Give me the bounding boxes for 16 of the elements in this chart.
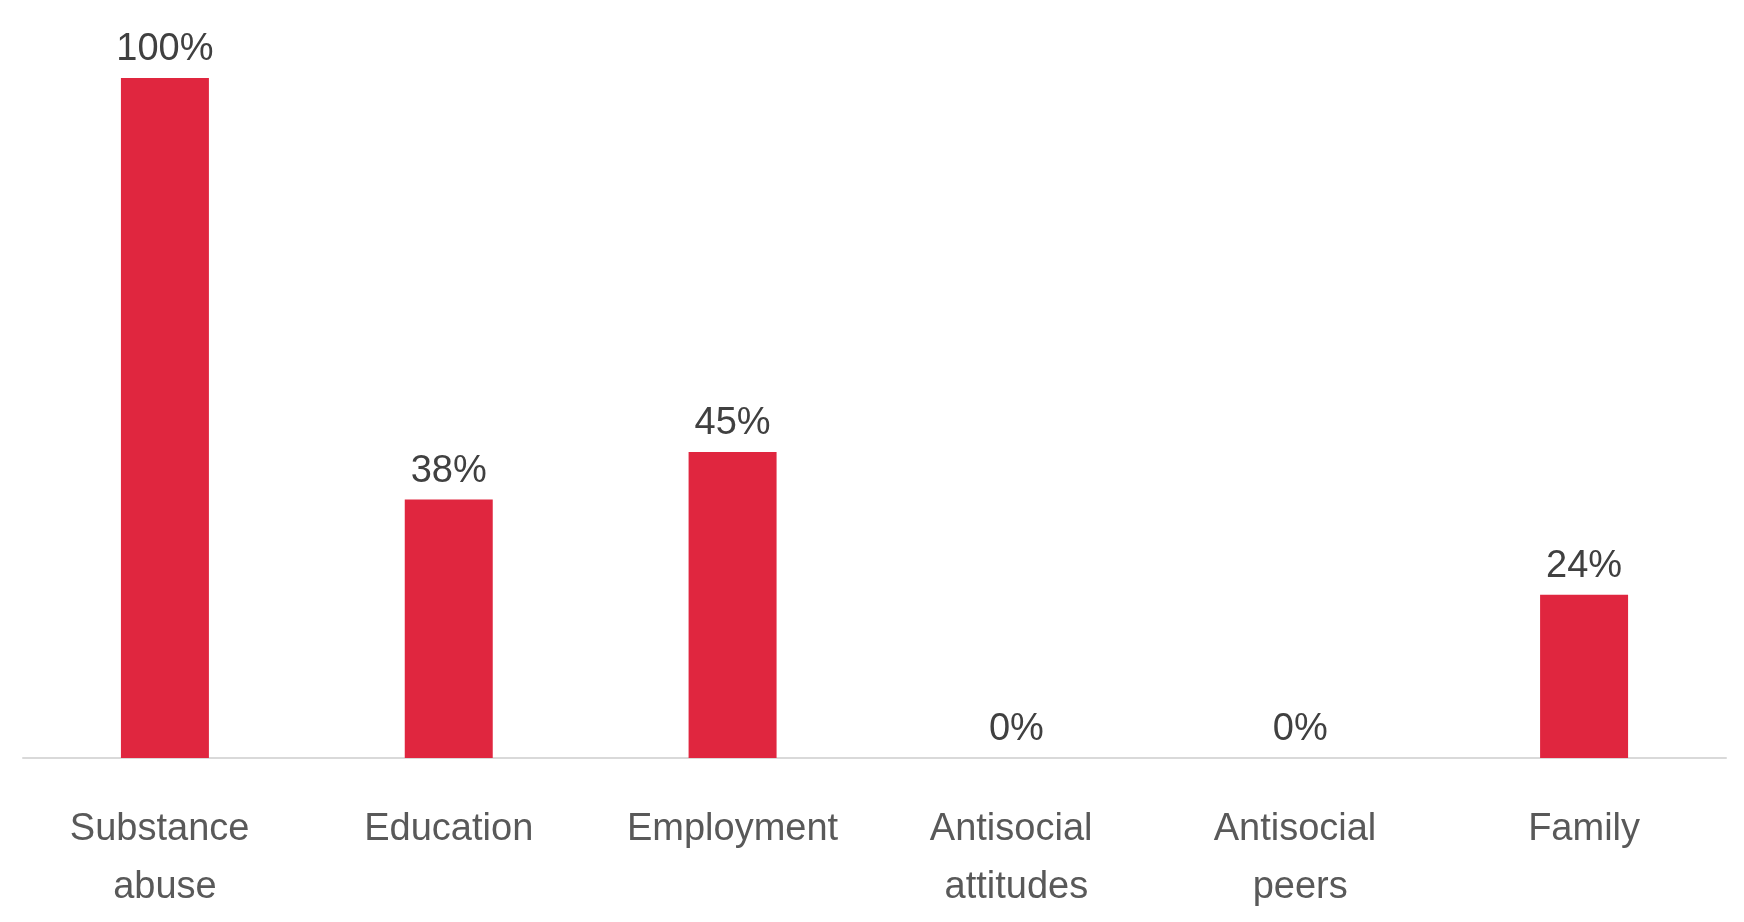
x-tick-label: Employment <box>626 806 839 848</box>
bar <box>688 452 777 758</box>
x-tick-label: Antisocial peers <box>1213 806 1387 906</box>
data-label: 100% <box>116 26 214 68</box>
bar <box>1540 594 1629 758</box>
x-tick-label: Antisocial attitudes <box>929 806 1104 906</box>
x-tick-label: Family <box>1528 806 1641 848</box>
data-label: 45% <box>694 400 771 442</box>
data-label: 24% <box>1546 542 1623 585</box>
bar <box>404 499 493 758</box>
data-label: 0% <box>988 706 1044 748</box>
bar <box>120 78 209 758</box>
x-tick-label: Substance abuse <box>69 806 260 906</box>
data-label: 0% <box>1272 706 1328 748</box>
data-label: 38% <box>410 447 487 490</box>
x-tick-label: Education <box>364 806 534 848</box>
